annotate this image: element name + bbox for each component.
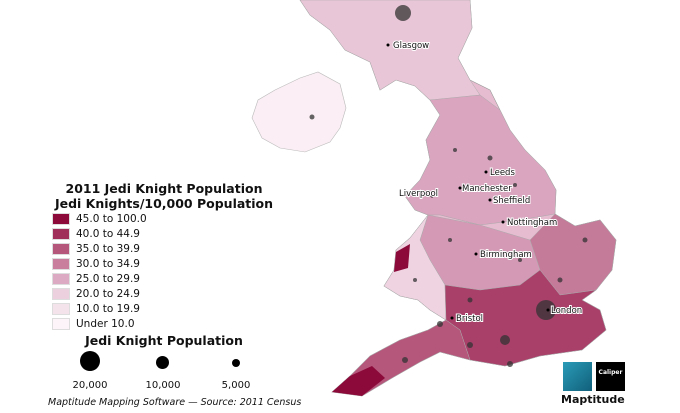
region-wales[interactable] (383, 214, 447, 321)
symbol-london[interactable] (536, 300, 556, 320)
region-scotland[interactable] (299, 0, 481, 101)
size-label: 10,000 (145, 380, 181, 391)
legend-swatch (52, 272, 70, 285)
symbol[interactable] (437, 321, 443, 327)
size-label: 5,000 (221, 380, 251, 391)
size-symbol-5000 (232, 359, 240, 367)
city-leeds: Leeds (490, 168, 515, 178)
legend-classes: 45.0 to 100.0 40.0 to 44.9 35.0 to 39.9 30.… (52, 211, 282, 331)
legend-label: 20.0 to 24.9 (76, 287, 140, 300)
legend-label: Under 10.0 (76, 317, 135, 330)
size-legend-title: Jedi Knight Population (85, 333, 243, 348)
size-symbol-20000 (80, 351, 100, 371)
city-labels: Glasgow Leeds Manchester Liverpool Sheff… (386, 40, 583, 325)
logo-text: Maptitude (561, 393, 625, 406)
legend-swatch (52, 287, 70, 300)
symbol[interactable] (413, 278, 417, 282)
city-sheffield: Sheffield (493, 196, 530, 206)
city-manchester: Manchester (462, 184, 512, 194)
legend-swatch (52, 257, 70, 270)
symbol[interactable] (467, 297, 473, 303)
legend-class: 40.0 to 44.9 (52, 226, 282, 241)
legend-label: 10.0 to 19.9 (76, 302, 140, 315)
city-nottingham: Nottingham (507, 218, 557, 228)
legend-swatch (52, 302, 70, 315)
size-legend: 20,000 10,000 5,000 (52, 348, 282, 393)
region-northern-ireland[interactable] (251, 71, 347, 153)
legend-swatch (52, 212, 70, 225)
symbol[interactable] (518, 258, 522, 262)
legend-swatch (52, 242, 70, 255)
legend-class: 10.0 to 19.9 (52, 301, 282, 316)
maptitude-head-icon (563, 362, 592, 391)
symbol[interactable] (557, 277, 563, 283)
symbol[interactable] (500, 335, 510, 345)
legend-class: 45.0 to 100.0 (52, 211, 282, 226)
legend-label: 25.0 to 29.9 (76, 272, 140, 285)
caliper-logo: Caliper (596, 362, 625, 391)
legend-class: 25.0 to 29.9 (52, 271, 282, 286)
map-legend: 2011 Jedi Knight Population Jedi Knights… (52, 181, 282, 393)
size-label: 20,000 (72, 380, 108, 391)
symbol[interactable] (309, 114, 315, 120)
symbol-glasgow-area[interactable] (395, 5, 411, 21)
legend-label: 30.0 to 34.9 (76, 257, 140, 270)
population-symbols (309, 5, 588, 367)
region-cornwall[interactable] (332, 366, 385, 396)
legend-class: 30.0 to 34.9 (52, 256, 282, 271)
legend-label: 35.0 to 39.9 (76, 242, 140, 255)
city-london: London (551, 306, 582, 316)
symbol[interactable] (467, 342, 473, 348)
city-glasgow: Glasgow (393, 41, 429, 51)
legend-swatch (52, 317, 70, 330)
legend-class: Under 10.0 (52, 316, 282, 331)
symbol[interactable] (513, 183, 517, 187)
symbol[interactable] (402, 357, 408, 363)
symbol[interactable] (448, 238, 452, 242)
legend-title: 2011 Jedi Knight Population (65, 181, 263, 196)
symbol[interactable] (507, 361, 513, 367)
symbol[interactable] (453, 148, 457, 152)
region-north-england[interactable] (404, 94, 557, 226)
city-birmingham: Birmingham (480, 250, 532, 260)
city-liverpool: Liverpool (399, 189, 438, 199)
legend-class: 35.0 to 39.9 (52, 241, 282, 256)
size-symbol-10000 (156, 356, 169, 369)
region-ceredigion[interactable] (394, 244, 410, 272)
symbol[interactable] (582, 237, 588, 243)
legend-subtitle: Jedi Knights/10,000 Population (54, 196, 274, 211)
legend-label: 45.0 to 100.0 (76, 212, 147, 225)
city-bristol: Bristol (456, 314, 483, 324)
legend-class: 20.0 to 24.9 (52, 286, 282, 301)
symbol[interactable] (487, 155, 493, 161)
legend-swatch (52, 227, 70, 240)
source-note: Maptitude Mapping Software — Source: 201… (48, 397, 302, 408)
legend-label: 40.0 to 44.9 (76, 227, 140, 240)
